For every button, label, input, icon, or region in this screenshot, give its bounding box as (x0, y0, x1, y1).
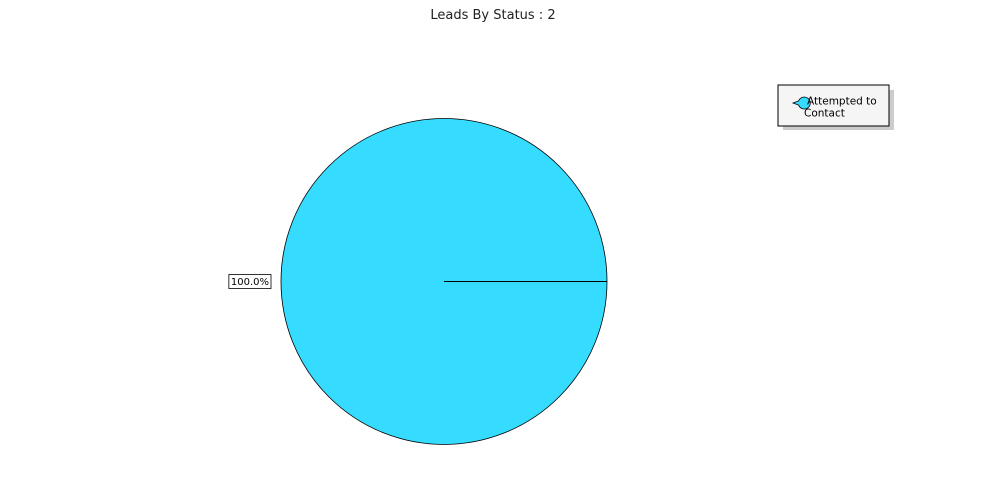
legend-items: Attempted to Contact (791, 96, 877, 120)
legend-label: Attempted to Contact (804, 96, 877, 120)
slice-percent-box (228, 274, 272, 289)
chart-title: Leads By Status : 2 (430, 8, 555, 23)
slice-labels: 100.0% (228, 274, 272, 289)
slice-percent-label: 100.0% (228, 274, 272, 289)
slice-percent-text: 100.0% (231, 277, 269, 288)
legend-swatch-icon (791, 96, 811, 110)
legend: Attempted to Contact (777, 84, 894, 130)
pie-slices (280, 118, 608, 445)
legend-box (777, 84, 890, 127)
